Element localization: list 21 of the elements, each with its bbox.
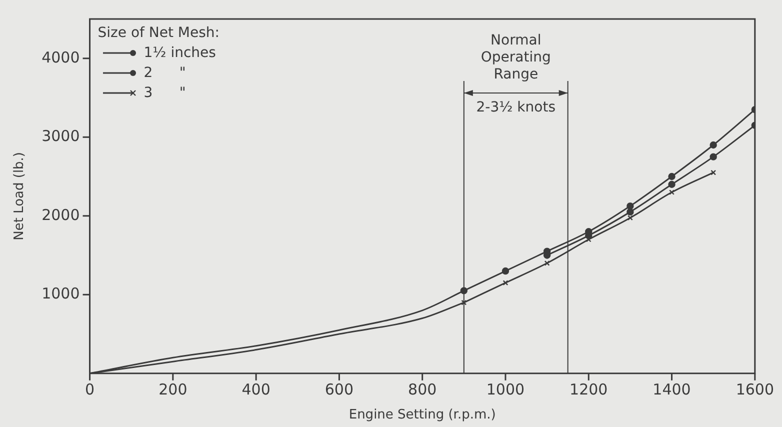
- x-tick-label: 1200: [570, 380, 608, 398]
- x-axis-title: Engine Setting (r.p.m.): [348, 408, 496, 423]
- y-tick-label: 2000: [42, 206, 80, 224]
- y-tick-label: 4000: [42, 48, 80, 66]
- annotation: 2-3½ knots: [476, 100, 556, 116]
- x-tick-label: 400: [242, 380, 270, 398]
- x-tick-label: 800: [408, 380, 437, 398]
- x-tick-label: 0: [85, 380, 95, 398]
- x-tick-label: 600: [324, 380, 354, 398]
- legend-label: 2 ": [144, 64, 186, 83]
- y-tick-label: 1000: [42, 284, 80, 303]
- y-axis-title: Net Load (lb.): [12, 152, 28, 240]
- legend-label: 3 ": [144, 84, 186, 103]
- y-tick-label: 3000: [42, 127, 80, 146]
- legend-label: 1½ inches: [144, 44, 216, 63]
- legend-title: Size of Net Mesh:: [98, 24, 220, 43]
- x-tick-label: 1400: [652, 380, 691, 398]
- x-tick-label: 200: [158, 380, 188, 398]
- x-tick-label: 1600: [736, 380, 774, 398]
- ref-line-label: Normal Operating Range: [480, 32, 551, 83]
- x-tick-label: 1000: [486, 380, 525, 398]
